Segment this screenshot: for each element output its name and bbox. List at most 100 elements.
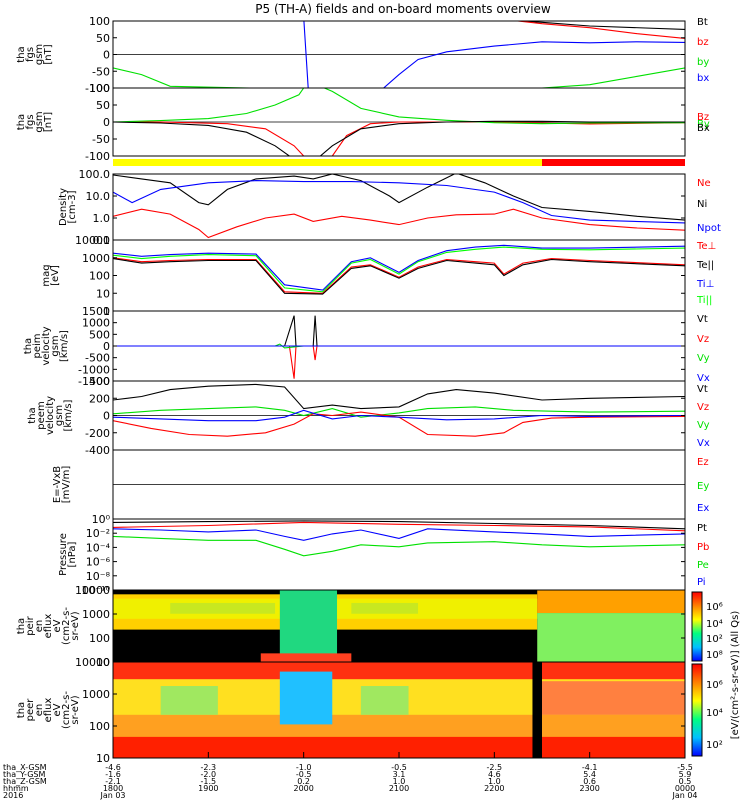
legend-Npot: Npot: [697, 223, 721, 234]
x-tick-label: -1.6: [105, 770, 121, 779]
y-tick-label: -200: [85, 427, 110, 440]
colorbar-tick: 10²: [706, 740, 723, 751]
x-tick-label: -1.5: [201, 777, 217, 786]
y-tick-label: 400: [89, 375, 110, 388]
x-row-label: tha_X-GSM: [3, 763, 47, 772]
y-tick-label: 10⁰: [92, 513, 111, 526]
y-axis-label: sr-eV): [70, 611, 81, 640]
series-Vz: [113, 411, 685, 437]
y-tick-label: 10⁻⁸: [86, 570, 111, 583]
y-axis-label: tha: [23, 338, 34, 354]
panel-temperature: 10000 1000 100 10 1 mag[eV] Te⊥ Te|| Ti⊥ Ti||: [41, 234, 716, 318]
x-tick-label: 5.9: [679, 770, 692, 779]
y-axis-label: gsm: [50, 335, 61, 356]
y-axis-label: Pressure: [58, 533, 69, 576]
x-tick-label: Jan 04: [671, 791, 697, 800]
y-axis-label: fgs: [25, 47, 36, 62]
legend-Vz: Vz: [697, 402, 709, 413]
y-axis-label: [nT]: [43, 112, 54, 132]
series-By: [113, 88, 685, 125]
electron-late-band: [542, 681, 685, 715]
x-tick-label: -2.1: [105, 777, 121, 786]
legend-Vz: Vz: [697, 334, 709, 345]
y-tick-label: -400: [85, 444, 110, 457]
y-axis-label: en: [34, 620, 45, 633]
legend-Vx: Vx: [697, 438, 710, 449]
colorbar: 10⁶ 10⁴ 10² 10⁸ 10⁶ 10⁴ 10² [eV/(cm²-s-sr-eV)] …: [691, 591, 741, 757]
y-axis-label: peim: [32, 333, 43, 358]
y-tick-label: 100: [89, 720, 110, 733]
panels-group: 100500-50-100thafgsgsm[nT]Btbzbybx100500…: [16, 15, 721, 765]
y-axis-label: [km/s]: [59, 330, 70, 362]
series-Pb: [113, 521, 685, 532]
colorbar-tick: 10²: [706, 634, 723, 645]
y-axis-label: Density: [58, 188, 69, 226]
y-tick-label: 10000: [75, 234, 110, 247]
legend-Bx: Bx: [697, 123, 710, 134]
series-Te||: [113, 258, 685, 295]
y-tick-label: -500: [85, 352, 110, 365]
series-bx: [303, 21, 685, 88]
y-axis-label: (cm2-s-: [61, 691, 72, 729]
y-tick-label: -1000: [78, 363, 110, 376]
ion-low-energy: [260, 653, 352, 662]
legend-bx: bx: [697, 73, 709, 84]
colorbar-electrons: [691, 663, 703, 757]
x-tick-label: 2000: [293, 784, 313, 793]
legend-Pb: Pb: [697, 542, 709, 553]
y-axis-label: tha: [16, 46, 27, 62]
ion-green-patch: [170, 602, 276, 614]
legend-By: By: [697, 119, 710, 130]
series-bz: [513, 21, 685, 39]
panel-ion_spectrogram: 10000 1000 100 10 thapeirenefluxeV(cm2-s-sr-…: [16, 584, 686, 669]
y-tick-label: 0.1: [93, 234, 111, 247]
temperature-plot-area: [113, 244, 685, 295]
electron-green-patch: [360, 686, 409, 715]
ion-inner-region: [279, 590, 338, 662]
y-axis-label: tha: [16, 702, 27, 718]
y-tick-label: 10⁻¹⁰: [81, 584, 110, 597]
mode-segment: [542, 159, 685, 166]
legend-bz: bz: [697, 37, 709, 48]
y-tick-label: 10000: [75, 656, 110, 669]
colorbar-tick: 10⁶: [706, 602, 723, 613]
panel-frame: [112, 239, 686, 312]
y-tick-label: 100: [89, 15, 110, 28]
legend-Bz: Bz: [697, 112, 709, 123]
series-Ne: [113, 208, 685, 239]
x-row-label: 2016: [3, 791, 23, 800]
y-tick-label: 1000: [82, 252, 110, 265]
y-tick-label: 10: [96, 656, 110, 669]
colorbar-tick: 10⁶: [706, 680, 723, 691]
x-tick-label: Jan 03: [99, 791, 125, 800]
y-tick-label: 100.0: [79, 168, 111, 181]
series-Bx: [113, 120, 685, 156]
x-tick-label: 4.6: [488, 770, 501, 779]
x-row-label: tha_Y-GSM: [3, 770, 46, 779]
electron-high-band: [113, 662, 685, 680]
colorbar-tick: 10⁸: [706, 650, 723, 661]
y-tick-label: 0: [103, 116, 110, 129]
legend-Ti⊥: Ti⊥: [696, 279, 714, 290]
y-axis-label: gsm: [34, 111, 45, 132]
series-Npot: [113, 180, 685, 224]
x-tick-label: -4.1: [582, 763, 598, 772]
x-tick-label: 2200: [484, 784, 504, 793]
velocity_reduced-plot-area: [113, 315, 685, 379]
y-tick-label: 10: [96, 752, 110, 765]
velocity_full-plot-area: [113, 383, 685, 437]
legend-Vx: Vx: [697, 373, 710, 384]
x-tick-label: -4.6: [105, 763, 121, 772]
ion-late-bottom: [537, 613, 685, 662]
series-Ti||: [113, 246, 685, 293]
plot-title: P5 (TH-A) fields and on-board moments ov…: [255, 2, 551, 16]
colorbar-label: [eV/(cm²-s-sr-eV)] (All Qs): [730, 611, 741, 740]
y-axis-label: eV: [52, 619, 63, 632]
y-tick-label: 1.0: [93, 212, 111, 225]
y-tick-label: 10.0: [86, 190, 111, 203]
